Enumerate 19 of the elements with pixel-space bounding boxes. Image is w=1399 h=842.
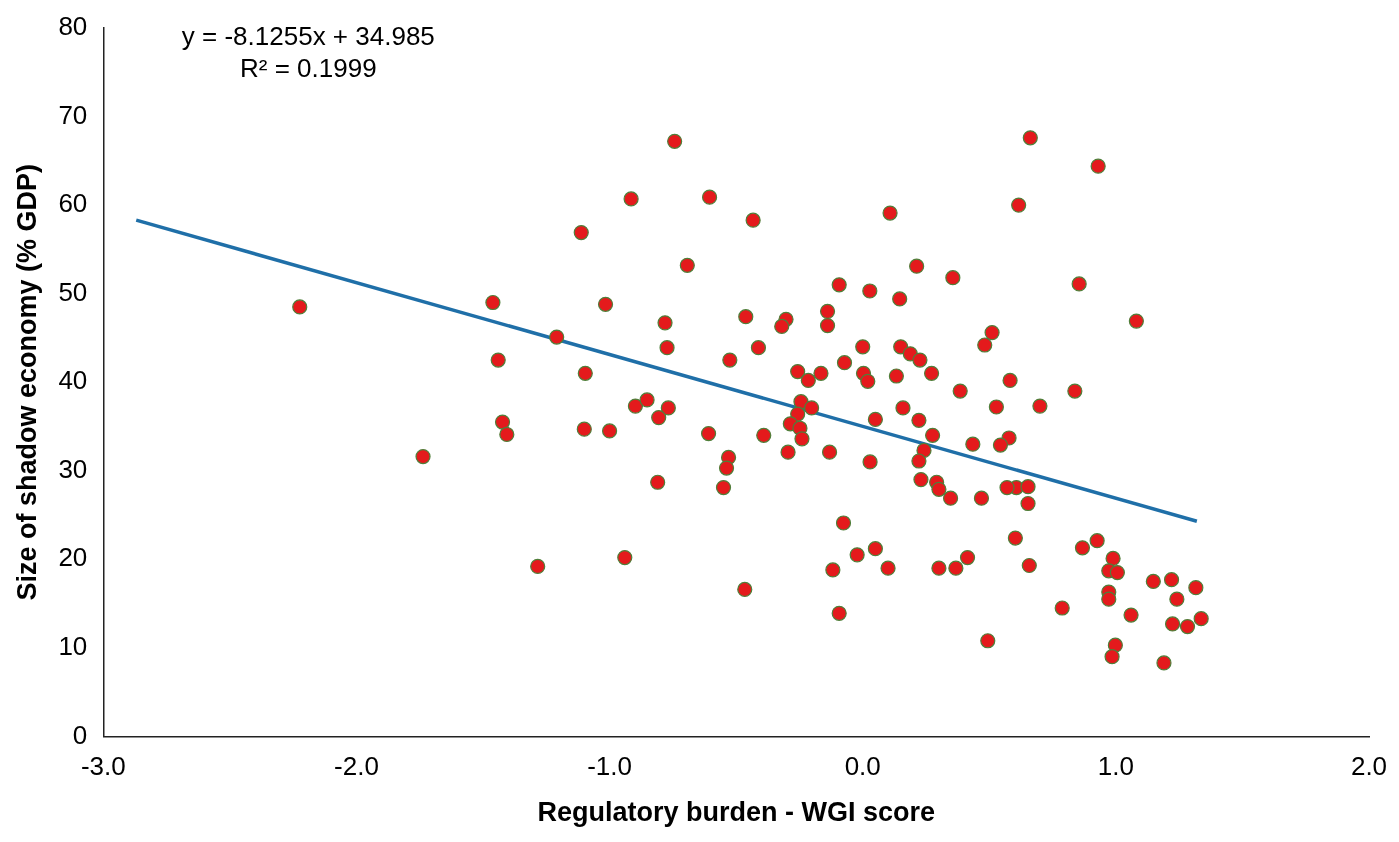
- y-tick-label: 30: [58, 453, 88, 484]
- x-tick-label: 0.0: [844, 751, 881, 782]
- y-tick-label: 80: [58, 11, 88, 42]
- x-tick-label: -3.0: [80, 751, 126, 782]
- x-axis-title: Regulatory burden - WGI score: [537, 797, 935, 828]
- y-axis-title: Size of shadow economy (% GDP): [11, 163, 42, 601]
- x-tick-label: -1.0: [587, 751, 632, 782]
- x-tick-label: 2.0: [1350, 751, 1388, 782]
- y-tick-label: 70: [58, 99, 88, 130]
- annotation: y = -8.1255x + 34.985: [181, 21, 435, 52]
- x-tick-label: -2.0: [334, 751, 379, 782]
- annotation: R² = 0.1999: [240, 53, 377, 84]
- y-tick-label: 40: [58, 365, 88, 396]
- y-tick-label: 60: [58, 188, 88, 219]
- y-tick-label: 20: [58, 542, 88, 573]
- y-tick-label: 0: [72, 719, 88, 750]
- y-tick-label: 10: [58, 631, 88, 662]
- x-tick-label: 1.0: [1097, 751, 1134, 782]
- y-tick-label: 50: [58, 276, 88, 307]
